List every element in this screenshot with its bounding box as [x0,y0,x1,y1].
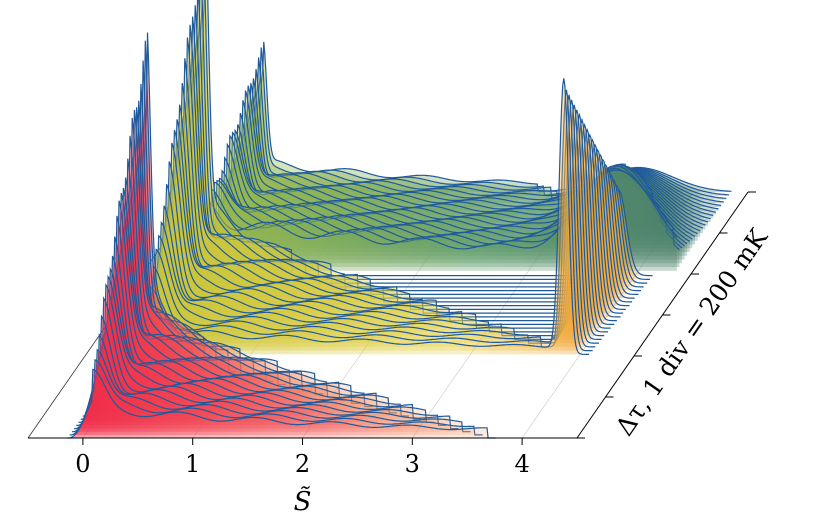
ridge-line-middle [125,78,589,355]
ridge-fill-front [74,335,459,429]
x-tick-label: 4 [514,450,529,478]
ridge-line-front [74,333,459,430]
ridge-line-back [239,57,727,201]
x-tick-label: 2 [295,450,310,478]
ridge-line-middle [133,99,599,344]
ridge-line-back [243,47,729,197]
ridge-line-front [97,192,336,398]
ridge-line-middle [158,83,626,310]
ridge-fill-front [99,188,324,394]
ridge-line-middle [143,117,611,329]
ridge-fill-front [76,316,447,426]
ridge-line-middle [155,104,624,314]
ridge-line-front [78,296,435,423]
x-tick-label: 3 [405,450,420,478]
ridge-line-middle [130,94,596,348]
ridge-line-back [247,41,732,193]
curves-layer [67,0,732,439]
ridge-line-front [71,348,471,433]
ridge-line-middle [152,119,621,318]
ridge-line-front [104,158,298,389]
ridge-line-front [80,283,421,420]
ridge-line-middle [161,58,630,307]
ridge-line-front [94,200,348,401]
ridge-line-back [237,69,724,204]
ridge-fill-front [67,369,496,438]
ridge-line-middle [141,112,608,333]
ridge-line-middle [128,89,593,352]
ridge-line-back [233,78,722,208]
x-tick-label: 0 [75,450,90,478]
ridge-line-front [82,275,409,417]
x-axis-title: S̃ [294,486,312,517]
ridge-fill-back [247,41,732,193]
ridge-line-front [67,368,496,439]
ridge-fill-back [184,170,677,271]
x-tick-label: 1 [185,450,200,478]
ridge-fill-front [112,109,262,379]
ridge-line-middle [149,128,617,322]
ridge-line-front [69,359,483,436]
ridge-fill-front [85,269,397,413]
ridge-fill-front [87,256,385,410]
